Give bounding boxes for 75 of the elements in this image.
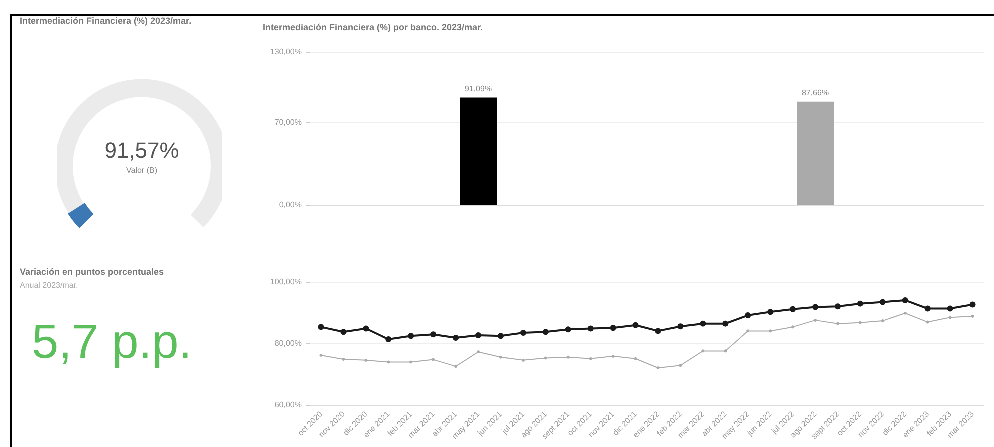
point — [769, 330, 772, 333]
point — [363, 326, 370, 332]
point — [655, 328, 662, 334]
point — [386, 336, 392, 342]
point — [544, 356, 548, 360]
text: Anual 2023/mar. — [20, 281, 78, 290]
point — [678, 324, 684, 330]
point — [814, 318, 817, 322]
y-tick-label: 80,00% — [274, 339, 302, 348]
point — [836, 322, 840, 326]
chart-title: Intermediación Financiera (%) por banco. 2023/mar. — [263, 22, 484, 32]
point — [410, 360, 413, 364]
point — [904, 312, 907, 315]
point — [522, 358, 525, 362]
point — [722, 320, 729, 327]
point — [724, 350, 728, 353]
text: Intermediación Financiera (%) 2023/mar. — [20, 16, 192, 26]
point — [408, 333, 414, 340]
point — [970, 302, 976, 308]
point — [432, 358, 436, 362]
point — [542, 329, 549, 336]
point — [454, 365, 458, 368]
text: Variación en puntos porcentuales — [20, 267, 164, 277]
point — [656, 366, 660, 370]
point — [790, 306, 796, 312]
line-series — [320, 312, 974, 370]
point — [453, 334, 460, 341]
point — [679, 364, 682, 368]
point — [566, 356, 570, 359]
y-tick-label: 70,00% — [274, 118, 302, 128]
point — [430, 332, 437, 338]
point — [834, 304, 841, 310]
point — [476, 332, 482, 339]
point — [498, 333, 504, 340]
point — [792, 326, 795, 329]
point — [768, 309, 774, 316]
data-label: 87,66% — [802, 88, 830, 98]
data-label: 91,09% — [464, 84, 492, 94]
point — [318, 324, 324, 330]
point — [858, 321, 862, 324]
point — [610, 325, 616, 332]
y-tick-label: 100,00% — [270, 278, 302, 286]
point — [342, 358, 346, 361]
point — [745, 312, 752, 319]
point — [520, 330, 526, 336]
point — [364, 358, 368, 362]
text: Valor (B) — [126, 166, 158, 175]
point — [924, 306, 931, 312]
point — [902, 297, 908, 304]
point — [589, 357, 592, 360]
point — [702, 350, 705, 353]
point — [880, 299, 886, 306]
point — [340, 329, 347, 336]
point — [881, 320, 884, 323]
point — [632, 322, 639, 328]
point — [746, 330, 750, 333]
point — [565, 326, 572, 333]
point — [926, 320, 930, 324]
point — [947, 306, 954, 312]
point — [812, 304, 818, 310]
point — [499, 356, 502, 359]
y-tick-label: 0,00% — [279, 200, 302, 210]
text: 5,7 p.p. — [32, 315, 192, 370]
text: 91,57% — [104, 138, 180, 164]
point — [477, 350, 480, 354]
y-tick-label: 60,00% — [274, 400, 302, 410]
point — [320, 354, 323, 357]
point — [948, 316, 952, 320]
point — [857, 300, 864, 307]
point — [700, 320, 706, 327]
y-tick-label: 130,00% — [270, 48, 302, 56]
point — [971, 314, 974, 318]
point — [612, 354, 615, 358]
point — [634, 357, 638, 360]
point — [588, 326, 594, 332]
